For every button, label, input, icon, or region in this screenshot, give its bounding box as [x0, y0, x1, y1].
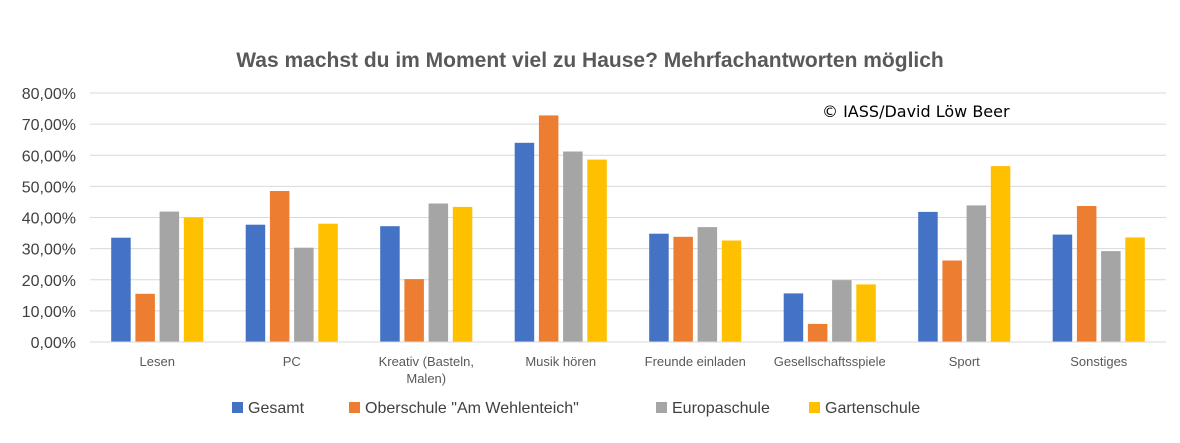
chart-title: Was machst du im Moment viel zu Hause? M…: [236, 49, 944, 72]
bar: [1052, 234, 1073, 342]
bar: [111, 237, 131, 342]
bar: [990, 166, 1011, 342]
bar: [1076, 206, 1097, 342]
y-axis-tick-labels: 0,00% 10,00% 20,00% 30,00% 40,00% 50,00% 60,00…: [22, 86, 76, 352]
legend-swatch: [232, 402, 243, 413]
legend: Gesamt Oberschule "Am Wehlenteich" Europas…: [232, 400, 920, 417]
x-category-label: PC: [283, 354, 301, 369]
legend-item: Gartenschule: [809, 400, 920, 417]
bar: [269, 191, 290, 342]
y-tick-label: 10,00%: [22, 304, 76, 321]
legend-label: Europaschule: [672, 400, 770, 417]
bar: [587, 159, 607, 342]
y-tick-label: 0,00%: [31, 335, 76, 352]
x-category-label: Gesellschaftsspiele: [774, 354, 886, 369]
bar: [1125, 237, 1145, 342]
x-category-label: Sport: [949, 354, 980, 369]
bar: [563, 151, 583, 342]
bar: [245, 224, 266, 342]
legend-item: Europaschule: [656, 400, 770, 417]
legend-swatch: [349, 402, 360, 413]
legend-item: Oberschule "Am Wehlenteich": [349, 400, 579, 417]
y-tick-label: 50,00%: [22, 179, 76, 196]
bar: [697, 227, 718, 342]
gridlines: [90, 92, 1166, 312]
bar: [404, 279, 424, 342]
bar: [721, 240, 742, 342]
y-tick-label: 80,00%: [22, 86, 76, 103]
bar: [452, 206, 473, 342]
bar: [380, 226, 400, 342]
copyright-annotation: © IASS/David Löw Beer: [822, 102, 1010, 121]
bar: [966, 205, 987, 342]
y-tick-label: 20,00%: [22, 273, 76, 290]
y-tick-label: 30,00%: [22, 242, 76, 259]
bar: [942, 260, 962, 342]
bar: [832, 280, 852, 342]
y-tick-label: 70,00%: [22, 117, 76, 134]
x-axis-category-labels: Lesen PC Kreativ (Basteln, Malen) Musik höre…: [140, 354, 1128, 386]
bar: [1101, 251, 1121, 342]
legend-label: Gartenschule: [825, 400, 920, 417]
bar: [538, 115, 559, 343]
bar: [135, 293, 155, 342]
bar: [807, 323, 828, 342]
bar: [649, 233, 669, 342]
bar: [318, 223, 338, 342]
bar: [294, 247, 314, 342]
legend-swatch: [656, 402, 667, 413]
legend-label: Oberschule "Am Wehlenteich": [365, 400, 579, 417]
bar: [514, 142, 535, 342]
legend-swatch: [809, 402, 820, 413]
bar: [783, 293, 804, 342]
legend-item: Gesamt: [232, 400, 305, 417]
x-category-label: Freunde einladen: [645, 354, 746, 369]
y-tick-label: 60,00%: [22, 148, 76, 165]
legend-label: Gesamt: [248, 400, 305, 417]
x-category-label: Kreativ (Basteln, Malen): [379, 354, 474, 386]
bar: [159, 211, 180, 342]
x-category-label: Musik hören: [525, 354, 596, 369]
bar: [428, 203, 449, 342]
bar: [183, 217, 204, 342]
bar: [673, 236, 693, 342]
bars: [111, 115, 1145, 343]
x-category-label: Sonstiges: [1070, 354, 1128, 369]
bar: [856, 284, 876, 342]
bar: [918, 211, 938, 342]
x-category-label: Lesen: [140, 354, 175, 369]
y-tick-label: 40,00%: [22, 211, 76, 228]
